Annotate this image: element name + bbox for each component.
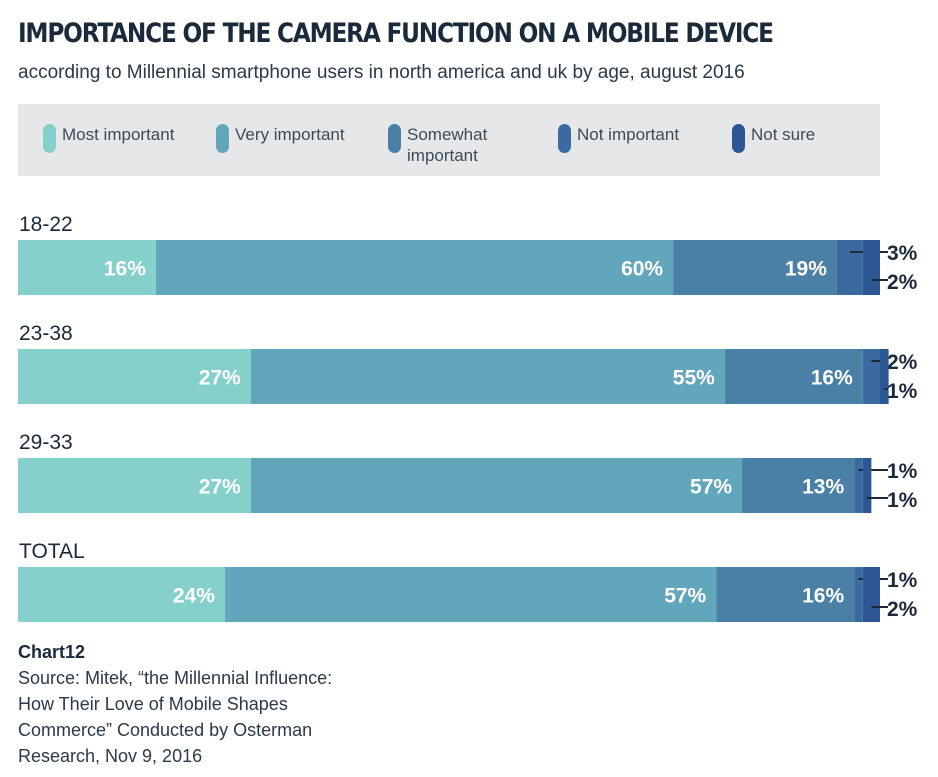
bar-segment [862, 458, 872, 513]
category-label: 18-22 [19, 213, 73, 236]
source-line: Commerce” Conducted by Osterman [18, 720, 313, 740]
legend-item-somewhat-important: Somewhat important [388, 124, 487, 166]
bar-segment [250, 349, 725, 404]
legend-swatch [558, 124, 571, 153]
bar-segment [854, 567, 863, 622]
legend-item-most-important: Most important [43, 124, 174, 153]
legend-item-very-important: Very important [216, 124, 345, 153]
legend-swatch [216, 124, 229, 153]
bar-segment [716, 567, 855, 622]
data-label: 1% [887, 460, 918, 483]
bar-segment [742, 458, 855, 513]
bar-segment [673, 240, 837, 295]
bar-segment [862, 240, 880, 295]
legend-label: Very important [235, 125, 345, 144]
legend-swatch [43, 124, 56, 153]
bar-segment [224, 567, 717, 622]
data-label: 2% [887, 598, 918, 621]
data-label: 55% [673, 367, 715, 390]
chart-number: Chart12 [18, 642, 86, 662]
data-label: 3% [887, 242, 918, 265]
data-label: 27% [199, 367, 241, 390]
data-label: 57% [664, 585, 706, 608]
bar-segment [18, 240, 156, 295]
category-label: 29-33 [19, 431, 73, 454]
data-label: 16% [104, 258, 146, 281]
legend-label: Most important [62, 125, 175, 144]
data-label: 60% [621, 258, 663, 281]
data-label: 24% [173, 585, 215, 608]
source-line: Research, Nov 9, 2016 [18, 746, 203, 766]
data-label: 16% [811, 367, 853, 390]
bar-segment [854, 458, 863, 513]
data-label: 13% [802, 476, 844, 499]
data-label: 27% [199, 476, 241, 499]
legend: Most important Very important Somewhat i… [18, 104, 880, 176]
bar-segment [836, 240, 863, 295]
source-line: How Their Love of Mobile Shapes [18, 694, 288, 714]
legend-item-not-important: Not important [558, 124, 679, 153]
data-label: 2% [887, 351, 918, 374]
legend-item-not-sure: Not sure [732, 124, 815, 153]
bar-segment [18, 458, 251, 513]
legend-label: Not important [577, 125, 680, 144]
bar-segment [18, 349, 251, 404]
data-label: 1% [887, 489, 918, 512]
bar-segment [880, 349, 889, 404]
legend-swatch [388, 124, 401, 153]
bar-segment [862, 567, 880, 622]
category-label: TOTAL [19, 540, 85, 563]
legend-label: Not sure [751, 125, 816, 144]
chart-subtitle: according to Millennial smartphone users… [18, 62, 745, 83]
bar-segment [250, 458, 743, 513]
bar-segment [724, 349, 863, 404]
data-label: 1% [887, 380, 918, 403]
bar-segment [18, 567, 225, 622]
chart-title: IMPORTANCE OF THE CAMERA FUNCTION ON A M… [18, 18, 774, 49]
bar-segment [862, 349, 880, 404]
category-label: 23-38 [19, 322, 73, 345]
footer: Chart12 Source: Mitek, “the Millennial I… [18, 639, 332, 769]
data-label: 1% [887, 569, 918, 592]
data-label: 57% [690, 476, 732, 499]
legend-label: Somewhat important [407, 125, 488, 165]
data-label: 2% [887, 271, 918, 294]
bar-segment [155, 240, 674, 295]
legend-swatch [732, 124, 745, 153]
data-label: 19% [785, 258, 827, 281]
data-label: 16% [802, 585, 844, 608]
source-line: Source: Mitek, “the Millennial Influence… [18, 668, 333, 688]
